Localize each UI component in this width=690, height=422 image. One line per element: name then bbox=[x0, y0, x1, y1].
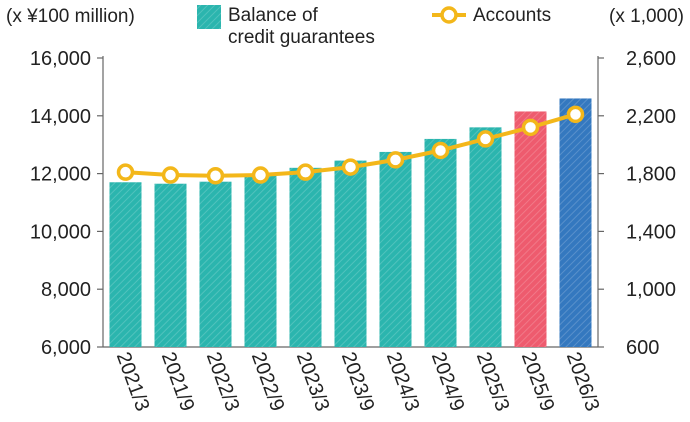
bar-hatch bbox=[289, 167, 322, 347]
right-axis-tick-label: 2,200 bbox=[626, 106, 676, 128]
accounts-point bbox=[431, 141, 450, 160]
x-axis-tick-label: 2022/3 bbox=[202, 349, 244, 414]
bar-hatch bbox=[244, 175, 277, 347]
bar-hatch bbox=[334, 160, 367, 347]
x-axis-tick-label: 2025/9 bbox=[517, 349, 559, 414]
legend-line-label: Accounts bbox=[473, 5, 551, 26]
left-axis-tick-label: 10,000 bbox=[30, 221, 91, 243]
x-axis-tick-label: 2021/3 bbox=[112, 349, 154, 414]
bar-hatch bbox=[109, 182, 142, 347]
accounts-line-series bbox=[116, 105, 585, 185]
right-axis-tick-label: 1,800 bbox=[626, 164, 676, 186]
x-axis-tick-label: 2024/3 bbox=[382, 349, 424, 414]
left-axis-tick-label: 6,000 bbox=[41, 337, 91, 359]
bar-hatch bbox=[469, 127, 502, 347]
legend-line-marker bbox=[440, 6, 458, 24]
right-axis-unit-label: (x 1,000) bbox=[609, 6, 684, 27]
accounts-point bbox=[386, 151, 405, 169]
left-axis-tick-label: 16,000 bbox=[30, 48, 91, 70]
accounts-point bbox=[341, 158, 360, 176]
left-axis-tick-label: 14,000 bbox=[30, 106, 91, 128]
left-axis-tick-label: 12,000 bbox=[30, 164, 91, 186]
right-axis-tick-label: 600 bbox=[626, 337, 659, 359]
x-axis-tick-label: 2025/3 bbox=[472, 349, 514, 414]
accounts-point bbox=[206, 167, 225, 185]
bars bbox=[109, 98, 592, 348]
axes: 6,000 600 8,000 1,000 10,000 1,400 12,000 1,800… bbox=[30, 48, 676, 359]
x-axis-tick-label: 2022/9 bbox=[247, 349, 289, 414]
legend-bars-label-line1: Balance of bbox=[228, 5, 319, 26]
bar-hatch bbox=[424, 138, 457, 347]
accounts-point bbox=[161, 166, 180, 184]
accounts-point bbox=[521, 118, 540, 137]
accounts-point bbox=[116, 163, 135, 181]
accounts-point bbox=[251, 166, 270, 184]
x-axis-tick-label: 2024/9 bbox=[427, 349, 469, 414]
right-axis-tick-label: 1,400 bbox=[626, 221, 676, 243]
right-axis-tick-label: 2,600 bbox=[626, 48, 676, 70]
legend-bar-swatch-hatch bbox=[197, 5, 221, 29]
bar-hatch bbox=[199, 181, 232, 347]
x-axis-tick-label: 2023/9 bbox=[337, 349, 379, 414]
legend-bars-label-line2: credit guarantees bbox=[228, 27, 375, 48]
bar-hatch bbox=[379, 151, 412, 347]
x-axis-tick-label: 2023/3 bbox=[292, 349, 334, 414]
bar-hatch bbox=[559, 98, 592, 348]
accounts-point bbox=[296, 163, 315, 181]
left-axis-tick-label: 8,000 bbox=[41, 279, 91, 301]
accounts-point bbox=[566, 105, 585, 124]
x-axis-tick-label: 2021/9 bbox=[157, 349, 199, 414]
bar-hatch bbox=[154, 183, 187, 347]
x-axis-tick-label: 2026/3 bbox=[562, 349, 604, 414]
left-axis-unit-label: (x ¥100 million) bbox=[6, 6, 135, 27]
legend: Balance of credit guarantees Accounts bbox=[197, 5, 551, 48]
right-axis-tick-label: 1,000 bbox=[626, 279, 676, 301]
x-axis-labels: 2021/3 2021/9 2022/3 2022/9 2023/3 2023/9 2024… bbox=[112, 349, 604, 414]
bar-hatch bbox=[514, 111, 547, 347]
accounts-point bbox=[476, 130, 495, 148]
